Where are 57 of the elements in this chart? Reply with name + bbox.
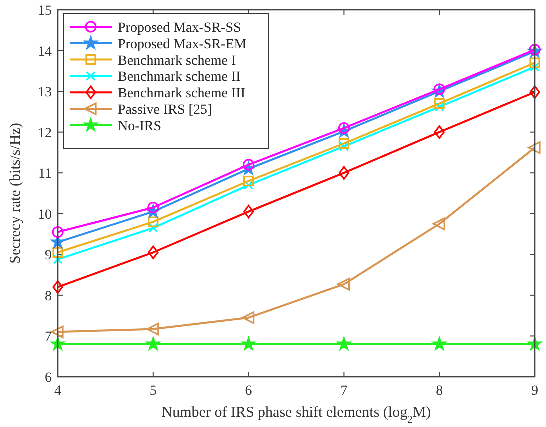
point — [244, 205, 254, 219]
point — [530, 86, 540, 100]
x-tick-label: 4 — [54, 384, 62, 399]
point — [434, 98, 445, 110]
point — [148, 246, 159, 260]
legend-label: Benchmark scheme III — [118, 86, 246, 102]
x-tick-label: 5 — [150, 384, 157, 399]
point — [338, 166, 350, 180]
point — [50, 336, 66, 351]
point — [242, 312, 255, 324]
y-tick-label: 14 — [38, 44, 52, 60]
legend-label: No-IRS — [118, 119, 162, 134]
x-tick-label: 7 — [340, 384, 348, 399]
point — [52, 226, 64, 238]
point — [53, 254, 63, 264]
point — [52, 280, 64, 294]
y-tick-label: 9 — [45, 248, 52, 264]
y-tick-label: 6 — [45, 371, 52, 386]
x-tick-label: 6 — [245, 384, 252, 399]
point — [338, 138, 350, 150]
y-tick-label: 12 — [38, 126, 52, 142]
point — [530, 58, 540, 68]
point — [432, 218, 446, 230]
point — [244, 180, 254, 190]
point — [244, 176, 254, 187]
legend-label: Benchmark scheme I — [118, 54, 237, 69]
point — [432, 336, 447, 351]
y-tick-label: 15 — [38, 4, 52, 19]
point — [337, 336, 352, 351]
legend-label: Proposed Max-SR-SS — [118, 21, 242, 36]
legend-label: Proposed Max-SR-EM — [118, 37, 248, 52]
x-tick-label: 9 — [532, 384, 538, 399]
y-tick-label: 11 — [38, 167, 52, 182]
point — [146, 336, 161, 351]
point — [52, 247, 64, 258]
y-tick-label: 7 — [45, 330, 52, 346]
point — [339, 142, 349, 152]
point — [528, 336, 542, 351]
point — [148, 216, 159, 228]
point — [434, 102, 444, 112]
point — [530, 62, 540, 72]
point — [337, 278, 350, 291]
point — [242, 336, 256, 351]
point — [528, 142, 541, 154]
y-tick-label: 10 — [38, 208, 52, 223]
legend-label: Passive IRS [25] — [118, 103, 212, 118]
legend-label: Benchmark scheme II — [118, 70, 242, 86]
y-tick-label: 13 — [38, 86, 52, 101]
point — [51, 326, 64, 338]
y-axis-title: Secrecy rate (bits/s/Hz) — [8, 123, 24, 264]
x-axis-title: Number of IRS phase shift elements (log$_{2}$M) — [162, 405, 432, 426]
point — [148, 223, 158, 233]
x-tick-label: 8 — [436, 384, 444, 399]
point — [148, 202, 160, 214]
y-tick-label: 8 — [45, 289, 52, 304]
point — [146, 322, 160, 336]
point — [434, 126, 445, 140]
